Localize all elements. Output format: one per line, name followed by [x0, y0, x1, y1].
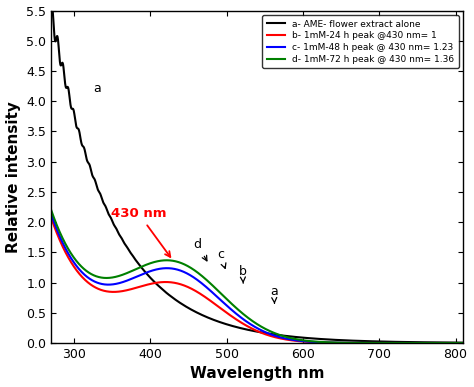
b- 1mM-24 h peak @430 nm= 1: [95, 286, 101, 291]
d- 1mM-72 h peak @ 430 nm= 1.36: [224, 297, 230, 301]
Text: c: c: [217, 248, 226, 268]
Legend: a- AME- flower extract alone, b- 1mM-24 h peak @430 nm= 1, c- 1mM-48 h peak @ 43: a- AME- flower extract alone, b- 1mM-24 …: [262, 15, 459, 68]
Line: c- 1mM-48 h peak @ 430 nm= 1.23: c- 1mM-48 h peak @ 430 nm= 1.23: [51, 214, 463, 343]
c- 1mM-48 h peak @ 430 nm= 1.23: [460, 341, 466, 345]
d- 1mM-72 h peak @ 430 nm= 1.36: [119, 272, 125, 277]
a- AME- flower extract alone: [224, 322, 230, 327]
d- 1mM-72 h peak @ 430 nm= 1.36: [48, 207, 54, 212]
b- 1mM-24 h peak @430 nm= 1: [408, 341, 414, 345]
b- 1mM-24 h peak @430 nm= 1: [206, 298, 212, 302]
a- AME- flower extract alone: [206, 316, 212, 320]
b- 1mM-24 h peak @430 nm= 1: [224, 311, 230, 315]
c- 1mM-48 h peak @ 430 nm= 1.23: [95, 281, 101, 285]
X-axis label: Wavelength nm: Wavelength nm: [190, 366, 324, 382]
c- 1mM-48 h peak @ 430 nm= 1.23: [452, 341, 458, 345]
Text: b: b: [239, 265, 246, 283]
a- AME- flower extract alone: [120, 238, 126, 242]
Text: d: d: [193, 238, 207, 261]
c- 1mM-48 h peak @ 430 nm= 1.23: [206, 287, 212, 292]
d- 1mM-72 h peak @ 430 nm= 1.36: [95, 274, 101, 279]
Line: b- 1mM-24 h peak @430 nm= 1: b- 1mM-24 h peak @430 nm= 1: [51, 217, 463, 343]
c- 1mM-48 h peak @ 430 nm= 1.23: [224, 303, 230, 308]
c- 1mM-48 h peak @ 430 nm= 1.23: [48, 211, 54, 216]
Text: 430 nm: 430 nm: [111, 207, 170, 257]
c- 1mM-48 h peak @ 430 nm= 1.23: [119, 280, 125, 284]
a- AME- flower extract alone: [95, 188, 101, 193]
Text: a: a: [270, 285, 278, 303]
a- AME- flower extract alone: [48, 8, 54, 13]
a- AME- flower extract alone: [452, 340, 458, 345]
d- 1mM-72 h peak @ 430 nm= 1.36: [206, 280, 212, 284]
b- 1mM-24 h peak @430 nm= 1: [48, 215, 54, 219]
a- AME- flower extract alone: [49, 4, 55, 9]
d- 1mM-72 h peak @ 430 nm= 1.36: [460, 341, 466, 345]
b- 1mM-24 h peak @430 nm= 1: [119, 289, 125, 293]
Line: a- AME- flower extract alone: a- AME- flower extract alone: [51, 7, 463, 342]
a- AME- flower extract alone: [460, 340, 466, 345]
d- 1mM-72 h peak @ 430 nm= 1.36: [452, 341, 458, 345]
c- 1mM-48 h peak @ 430 nm= 1.23: [408, 341, 414, 345]
Y-axis label: Relative intensity: Relative intensity: [6, 101, 20, 253]
b- 1mM-24 h peak @430 nm= 1: [452, 341, 458, 345]
Text: a: a: [93, 82, 100, 95]
d- 1mM-72 h peak @ 430 nm= 1.36: [408, 341, 414, 345]
a- AME- flower extract alone: [408, 340, 414, 344]
Line: d- 1mM-72 h peak @ 430 nm= 1.36: d- 1mM-72 h peak @ 430 nm= 1.36: [51, 209, 463, 343]
b- 1mM-24 h peak @430 nm= 1: [460, 341, 466, 345]
